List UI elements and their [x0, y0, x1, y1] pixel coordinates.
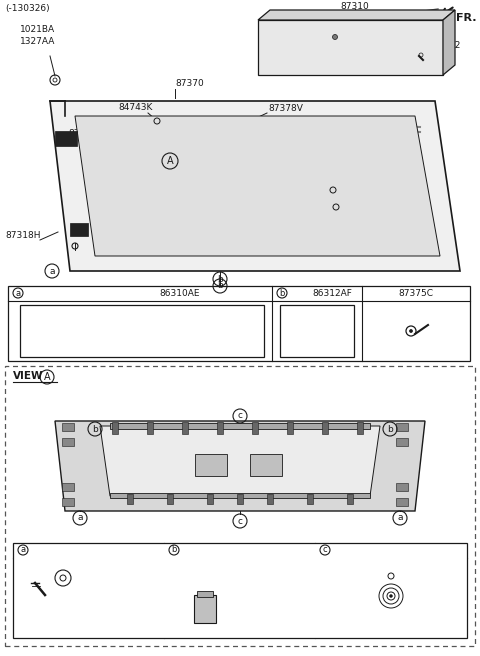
Text: b: b [387, 424, 393, 434]
Text: 87378V: 87378V [268, 104, 303, 113]
Text: 85737C: 85737C [295, 211, 330, 220]
Text: 87378W: 87378W [225, 176, 263, 185]
Text: c: c [323, 546, 327, 554]
Text: 85737C: 85737C [128, 141, 163, 150]
Text: 87370: 87370 [175, 79, 204, 88]
Text: 87370A: 87370A [68, 129, 103, 138]
Bar [347, 494, 353, 504]
Bar [396, 423, 408, 431]
Circle shape [333, 35, 337, 39]
Bar [147, 422, 153, 434]
Polygon shape [50, 101, 460, 271]
Polygon shape [100, 426, 380, 496]
Bar [55, 131, 77, 146]
Text: a: a [49, 266, 55, 276]
Polygon shape [55, 421, 425, 511]
Text: c: c [238, 411, 242, 420]
Text: 84743K: 84743K [350, 189, 384, 198]
Polygon shape [443, 10, 455, 75]
Text: 12492: 12492 [433, 41, 461, 50]
Bar [280, 305, 354, 357]
Text: a: a [15, 289, 21, 298]
Bar [237, 494, 243, 504]
Circle shape [389, 594, 393, 598]
Bar [258, 20, 443, 75]
Bar [194, 595, 216, 623]
Bar [62, 438, 74, 446]
Text: 86310AE: 86310AE [160, 289, 200, 298]
FancyBboxPatch shape [5, 366, 475, 646]
Text: 87380A: 87380A [400, 59, 435, 68]
Bar [167, 494, 173, 504]
Text: 87378W: 87378W [215, 164, 252, 173]
Text: a: a [77, 514, 83, 522]
Text: 84743M: 84743M [348, 172, 384, 181]
Bar [13, 543, 467, 638]
Bar [182, 422, 188, 434]
Bar [357, 422, 363, 434]
Bar [252, 422, 258, 434]
Text: 92557: 92557 [46, 623, 74, 632]
Text: a: a [21, 546, 25, 554]
Text: b: b [217, 274, 223, 283]
Text: 86312AF: 86312AF [312, 289, 352, 298]
Text: b: b [217, 281, 223, 291]
Bar [62, 423, 74, 431]
Bar [112, 422, 118, 434]
Text: b: b [171, 546, 177, 554]
Bar [197, 591, 213, 597]
Text: 3.3: 3.3 [302, 322, 332, 340]
Text: (-130326): (-130326) [5, 4, 49, 13]
Bar [20, 305, 264, 357]
Text: VIEW: VIEW [13, 371, 44, 381]
Polygon shape [258, 10, 455, 20]
Bar [250, 454, 282, 476]
Text: CADENZA: CADENZA [92, 322, 188, 340]
Bar [307, 494, 313, 504]
Text: 1243AB: 1243AB [317, 11, 352, 20]
Text: 87378A: 87378A [355, 546, 390, 554]
Text: 87310: 87310 [341, 2, 370, 11]
Bar [62, 498, 74, 506]
Bar [110, 493, 370, 498]
Text: 1243HZ: 1243HZ [28, 556, 64, 565]
Polygon shape [75, 116, 440, 256]
Text: 86142B
87756J: 86142B 87756J [176, 544, 211, 565]
Text: a: a [397, 514, 403, 522]
Bar [8, 286, 470, 361]
Bar [62, 483, 74, 491]
Bar [217, 422, 223, 434]
Text: b: b [279, 289, 285, 298]
Text: A: A [44, 372, 50, 382]
Bar [207, 494, 213, 504]
Text: FR.: FR. [456, 13, 477, 23]
Text: b: b [92, 424, 98, 434]
Bar [267, 494, 273, 504]
Text: 84743K: 84743K [118, 103, 152, 112]
Text: 87375C: 87375C [398, 289, 433, 298]
Bar [287, 422, 293, 434]
Bar [110, 423, 370, 429]
Text: 87378W: 87378W [200, 151, 238, 160]
Text: 87318H: 87318H [5, 231, 40, 240]
Bar [322, 422, 328, 434]
Bar [396, 438, 408, 446]
Text: 1021BA
1327AA: 1021BA 1327AA [20, 25, 55, 46]
Bar [70, 223, 88, 236]
Text: A: A [167, 156, 173, 166]
Text: 87378W: 87378W [238, 188, 276, 197]
Bar [396, 498, 408, 506]
Bar [127, 494, 133, 504]
Bar [396, 483, 408, 491]
Circle shape [409, 329, 412, 333]
Text: c: c [238, 516, 242, 525]
Bar [195, 454, 227, 476]
